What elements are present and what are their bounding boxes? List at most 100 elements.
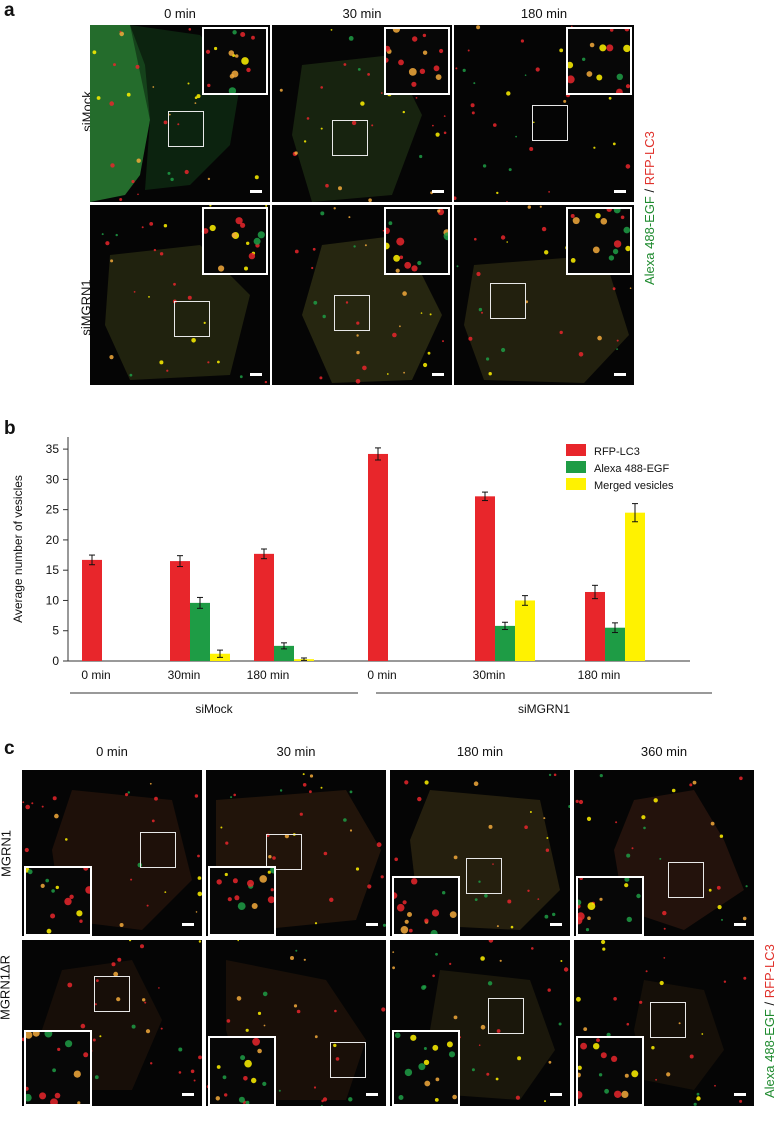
alexa-label: Alexa 488-EGF	[642, 196, 657, 285]
bar	[605, 627, 625, 661]
scale-bar	[550, 1093, 562, 1096]
panel-c-col-0min: 0 min	[96, 744, 128, 759]
category-label: 180 min	[578, 668, 621, 682]
micrograph-a-simgrn1-180min	[454, 205, 634, 385]
category-label: 0 min	[81, 668, 110, 682]
label-separator: /	[762, 998, 777, 1010]
roi-box	[168, 111, 204, 147]
panel-a-col-30min: 30 min	[342, 6, 382, 21]
panel-c-row-mgrn1: MGRN1	[0, 830, 14, 877]
alexa-label: Alexa 488-EGF	[762, 1009, 777, 1098]
scale-bar	[432, 190, 444, 193]
scale-bar	[614, 190, 626, 193]
scale-bar	[182, 1093, 194, 1096]
rfp-label: RFP-LC3	[762, 944, 777, 999]
scale-bar	[550, 923, 562, 926]
bar	[585, 591, 605, 661]
panel-c-row-mgrn1-delta-r: MGRN1ΔR	[0, 954, 13, 1021]
scale-bar	[614, 373, 626, 376]
micrograph-a-simock-30min	[272, 25, 452, 202]
roi-box	[332, 120, 368, 156]
y-tick-label: 10	[46, 593, 60, 607]
zoom-inset	[208, 1036, 276, 1106]
zoom-inset	[566, 27, 632, 95]
legend-swatch	[566, 478, 586, 490]
roi-box	[334, 295, 370, 331]
category-label: 0 min	[367, 668, 396, 682]
scale-bar	[250, 190, 262, 193]
panel-a-letter: a	[4, 0, 15, 21]
micrograph-c-mgrn1-360min	[574, 770, 754, 936]
zoom-inset	[392, 1030, 460, 1106]
vesicle-bar-chart: 0 5 10 15 20 25 30 35 Average number of vesicles…	[11, 437, 712, 715]
bar	[82, 559, 102, 661]
bar	[170, 561, 190, 661]
micrograph-c-mgrn1dr-180min	[390, 940, 570, 1106]
micrograph-c-mgrn1dr-0min	[22, 940, 202, 1106]
micrograph-c-mgrn1-180min	[390, 770, 570, 936]
roi-box	[330, 1042, 366, 1078]
y-axis-label: Average number of vesicles	[11, 475, 25, 623]
legend-label: RFP-LC3	[594, 446, 640, 458]
panel-c-letter: c	[4, 738, 15, 759]
legend-swatch	[566, 461, 586, 473]
y-tick-label: 0	[52, 654, 59, 668]
panel-a-side-label: Alexa 488-EGF / RFP-LC3	[642, 131, 657, 285]
y-tick-label: 5	[52, 624, 59, 638]
roi-box	[490, 283, 526, 319]
y-tick-label: 15	[46, 563, 60, 577]
panel-c-side-label: Alexa 488-EGF / RFP-LC3	[762, 944, 777, 1098]
bar	[254, 553, 274, 661]
micrograph-a-simock-0min	[90, 25, 270, 202]
bar	[475, 496, 495, 661]
panel-c-col-360min: 360 min	[640, 744, 688, 759]
zoom-inset	[566, 207, 632, 275]
zoom-inset	[384, 27, 450, 95]
category-label: 180 min	[247, 668, 290, 682]
bar	[368, 453, 388, 661]
scale-bar	[182, 923, 194, 926]
micrograph-c-mgrn1-0min	[22, 770, 202, 936]
micrograph-c-mgrn1dr-360min	[574, 940, 754, 1106]
zoom-inset	[384, 207, 450, 275]
roi-box	[94, 976, 130, 1012]
micrograph-a-simgrn1-30min	[272, 205, 452, 385]
micrograph-a-simgrn1-0min	[90, 205, 270, 385]
rfp-label: RFP-LC3	[642, 131, 657, 186]
panel-a-col-0min: 0 min	[164, 6, 196, 21]
scale-bar	[366, 923, 378, 926]
roi-box	[532, 105, 568, 141]
group-label: siMGRN1	[518, 702, 570, 715]
legend-label: Merged vesicles	[594, 480, 674, 492]
zoom-inset	[202, 207, 268, 275]
roi-box	[140, 832, 176, 868]
scale-bar	[432, 373, 444, 376]
legend-label: Alexa 488-EGF	[594, 463, 669, 475]
label-separator: /	[642, 185, 657, 197]
scale-bar	[734, 923, 746, 926]
micrograph-c-mgrn1dr-30min	[206, 940, 386, 1106]
zoom-inset	[576, 876, 644, 936]
scale-bar	[250, 373, 262, 376]
roi-box	[174, 301, 210, 337]
category-label: 30min	[168, 668, 201, 682]
y-tick-label: 35	[46, 442, 60, 456]
panel-c-col-180min: 180 min	[456, 744, 504, 759]
bar	[625, 512, 645, 661]
panel-c-col-30min: 30 min	[276, 744, 316, 759]
zoom-inset	[576, 1036, 644, 1106]
legend-swatch	[566, 444, 586, 456]
roi-box	[650, 1002, 686, 1038]
panel-a-col-180min: 180 min	[520, 6, 568, 21]
zoom-inset	[392, 876, 460, 936]
zoom-inset	[24, 866, 92, 936]
roi-box	[466, 858, 502, 894]
group-label: siMock	[195, 702, 233, 715]
micrograph-a-simock-180min	[454, 25, 634, 202]
bar	[515, 600, 535, 661]
bar	[495, 625, 515, 661]
scale-bar	[366, 1093, 378, 1096]
roi-box	[488, 998, 524, 1034]
zoom-inset	[24, 1030, 92, 1106]
panel-b-letter: b	[4, 418, 16, 439]
